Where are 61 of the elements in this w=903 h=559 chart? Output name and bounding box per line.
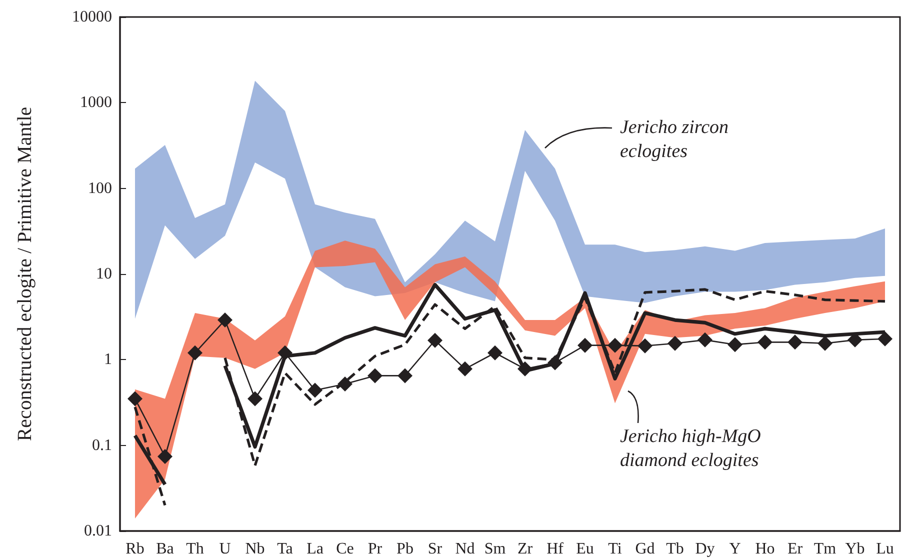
annotation: Jericho zircon eclogites <box>620 116 730 164</box>
x-tick-label: Ba <box>156 540 174 558</box>
x-tick-label: Nb <box>245 540 265 558</box>
x-tick-label: Ho <box>755 540 775 558</box>
x-tick-label: Gd <box>635 540 655 558</box>
point <box>308 382 322 398</box>
point <box>608 338 622 353</box>
x-tick-label: Rb <box>126 540 144 558</box>
point <box>188 345 202 360</box>
point <box>818 336 832 351</box>
x-tick-label: Pb <box>396 540 414 558</box>
x-tick-label: Zr <box>517 540 534 558</box>
y-tick-label: 10 <box>96 266 112 282</box>
point <box>698 332 712 348</box>
y-tick-label: 1000 <box>80 94 112 112</box>
point <box>278 345 292 360</box>
point <box>578 338 592 353</box>
point <box>158 449 172 464</box>
x-tick-label: Nd <box>455 540 475 558</box>
x-tick-label: La <box>306 540 324 558</box>
y-tick-label: 0.1 <box>92 436 112 454</box>
point <box>548 355 562 370</box>
x-tick-label: Hf <box>546 540 564 558</box>
point <box>218 312 232 328</box>
x-tick-label: Lu <box>876 540 894 558</box>
x-tick-label: Yb <box>845 540 865 558</box>
point <box>458 361 472 376</box>
point <box>338 376 352 392</box>
x-tick-label: Ce <box>336 540 354 558</box>
y-axis-title: Reconstructed eclogite / Primitive Mantle <box>14 106 36 442</box>
x-tick-label: Dy <box>695 540 715 558</box>
y-tick-label: 1 <box>104 351 112 368</box>
x-tick-label: Th <box>186 540 204 558</box>
x-tick-label: Y <box>729 540 742 558</box>
point <box>488 345 502 360</box>
point <box>248 391 262 406</box>
annotation: Jericho high-MgO diamond eclogites <box>620 425 762 473</box>
x-tick-label: Eu <box>576 540 594 558</box>
x-tick-label: Sr <box>428 540 443 558</box>
x-tick-label: Sm <box>484 540 506 558</box>
point <box>398 368 412 384</box>
point <box>518 361 532 376</box>
point <box>728 337 742 352</box>
x-tick-label: Ta <box>277 540 293 558</box>
x-tick-label: U <box>219 540 232 558</box>
point <box>758 334 772 350</box>
point <box>428 332 442 348</box>
point <box>128 391 142 406</box>
point <box>788 334 802 350</box>
x-tick-label: Ti <box>608 540 622 558</box>
point <box>878 331 892 346</box>
x-tick-label: Er <box>787 540 804 558</box>
y-tick-label: 100 <box>88 180 112 197</box>
x-tick-label: Pr <box>368 540 383 558</box>
point <box>668 336 682 351</box>
x-tick-label: Tm <box>814 540 837 558</box>
x-tick-label: Tb <box>666 540 684 558</box>
y-tick-label: 0.01 <box>84 522 112 540</box>
point <box>638 338 652 354</box>
y-tick-label: 10000 <box>72 8 112 26</box>
point <box>368 368 382 384</box>
